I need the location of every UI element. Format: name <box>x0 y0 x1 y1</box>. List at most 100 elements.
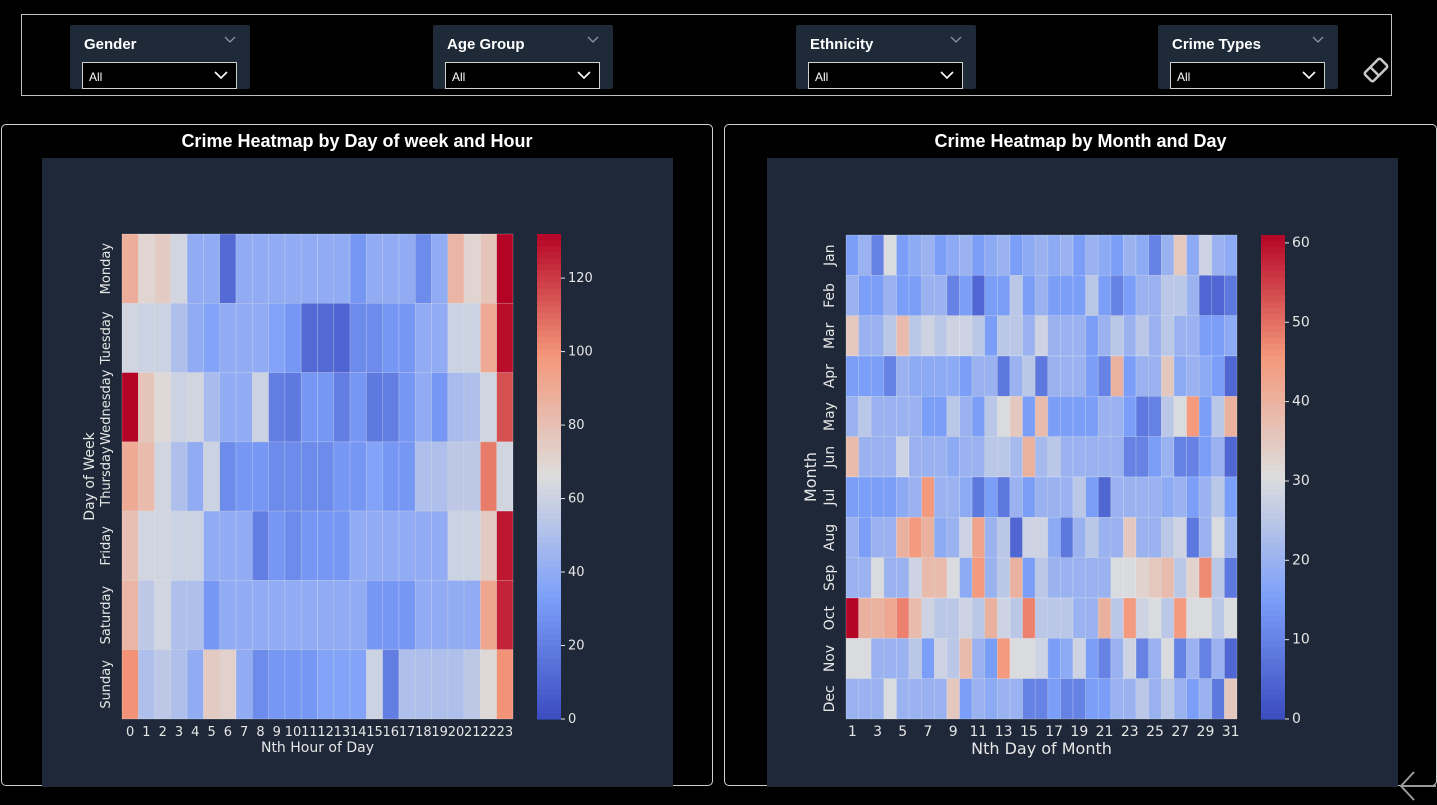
heatmap-cell <box>219 233 237 304</box>
heatmap-cell <box>858 355 872 397</box>
x-tick-label: 14 <box>350 725 367 740</box>
heatmap-cell <box>858 436 872 478</box>
heatmap-cell <box>1047 597 1061 639</box>
colorbar-segment <box>1261 331 1285 339</box>
heatmap-cell <box>1148 275 1162 316</box>
heatmap-cell <box>1085 678 1099 720</box>
heatmap-cell <box>1211 678 1225 720</box>
heatmap-cell <box>137 441 155 512</box>
y-tick-label: Mar <box>822 322 838 349</box>
collapse-chevron-icon[interactable] <box>1312 36 1324 44</box>
x-tick-label: 21 <box>464 725 481 740</box>
heatmap-cell <box>908 234 922 276</box>
collapse-chevron-icon[interactable] <box>950 36 962 44</box>
colorbar-segment <box>1261 622 1285 629</box>
heatmap-cell <box>971 355 986 397</box>
ethnicity-slicer: Ethnicity All <box>796 25 976 89</box>
age-group-dropdown[interactable]: All <box>445 62 600 89</box>
heatmap-cell <box>414 649 432 720</box>
colorbar-segment <box>537 706 561 714</box>
heatmap-cell <box>858 315 872 357</box>
heatmap-cell <box>959 436 973 478</box>
heatmap-cell <box>1135 557 1150 599</box>
heatmap-cell <box>845 355 859 397</box>
x-tick-label: 6 <box>224 725 232 740</box>
heatmap-cell <box>317 649 335 720</box>
heatmap-cell <box>896 234 910 276</box>
colorbar-segment <box>1261 235 1285 242</box>
colorbar-segment <box>1261 241 1285 248</box>
heatmap-cell <box>959 315 973 357</box>
heatmap-cell <box>1198 396 1213 437</box>
collapse-chevron-icon[interactable] <box>224 36 236 44</box>
x-tick-label: 23 <box>497 725 514 740</box>
heatmap-cell <box>1047 275 1061 316</box>
heatmap-cell <box>1173 436 1187 478</box>
heatmap-cell <box>463 510 481 581</box>
colorbar-segment <box>1261 380 1285 387</box>
heatmap-cell <box>858 597 872 639</box>
y-tick-label: Wednesday <box>99 369 114 445</box>
colorbar-segment <box>537 294 561 302</box>
heatmap-cell <box>1009 638 1023 679</box>
colorbar-segment <box>537 403 561 411</box>
heatmap-cell <box>883 557 897 599</box>
colorbar-segment <box>1261 392 1285 399</box>
heatmap-cell <box>1110 517 1124 558</box>
gender-dropdown[interactable]: All <box>82 62 237 89</box>
colorbar-segment <box>1261 531 1285 539</box>
colorbar-segment <box>537 434 561 441</box>
heatmap-cell <box>921 678 935 720</box>
collapse-chevron-icon[interactable] <box>587 36 599 44</box>
heatmap-cell <box>121 302 139 373</box>
colorbar-segment <box>537 373 561 381</box>
colorbar-segment <box>537 324 561 332</box>
heatmap-cell <box>349 510 367 581</box>
colorbar-segment <box>1261 295 1285 303</box>
x-tick-label: 17 <box>1045 724 1063 740</box>
colorbar-segment <box>537 682 561 690</box>
heatmap-cell <box>1085 597 1099 639</box>
crime-types-dropdown[interactable]: All <box>1170 62 1325 89</box>
colorbar-segment <box>537 634 561 641</box>
heatmap-cell <box>1173 476 1187 518</box>
colorbar-tick-label: 40 <box>568 565 585 580</box>
heatmap-cell <box>1047 638 1061 679</box>
heatmap-cell <box>186 510 204 581</box>
heatmap-cell <box>463 302 481 373</box>
heatmap-cell <box>1123 476 1137 518</box>
heatmap-cell <box>959 275 973 316</box>
heatmap-cell <box>921 638 935 679</box>
heatmap-cell <box>219 649 237 720</box>
colorbar-segment <box>537 361 561 368</box>
colorbar-segment <box>1261 682 1285 690</box>
heatmap-cell <box>946 355 960 397</box>
heatmap-cell <box>984 476 998 518</box>
heatmap-cell <box>496 233 514 304</box>
heatmap-cell <box>1161 396 1175 437</box>
heatmap-cell <box>1034 597 1049 639</box>
heatmap-cell <box>984 436 998 478</box>
heatmap-cell <box>300 510 318 581</box>
heatmap-cell <box>1072 355 1086 397</box>
heatmap-cell <box>1085 275 1099 316</box>
colorbar-segment <box>1261 537 1285 545</box>
heatmap-cell <box>496 441 514 512</box>
heatmap-cell <box>1135 355 1150 397</box>
heatmap-cell <box>431 649 449 720</box>
heatmap-cell <box>1161 557 1175 599</box>
heatmap-cell <box>1161 638 1175 679</box>
heatmap-cell <box>1110 597 1124 639</box>
x-tick-label: 27 <box>1171 724 1189 740</box>
back-arrow-icon[interactable] <box>1398 768 1437 804</box>
heatmap-cell <box>883 597 897 639</box>
eraser-icon[interactable] <box>1361 55 1391 85</box>
heatmap-cell <box>1022 517 1036 558</box>
y-tick-label: Sep <box>822 565 838 592</box>
heatmap-cell <box>1085 517 1099 558</box>
colorbar-segment <box>537 676 561 684</box>
heatmap-cell <box>121 441 139 512</box>
heatmap-cell <box>896 517 910 558</box>
ethnicity-dropdown[interactable]: All <box>808 62 963 89</box>
heatmap-cell <box>997 355 1011 397</box>
